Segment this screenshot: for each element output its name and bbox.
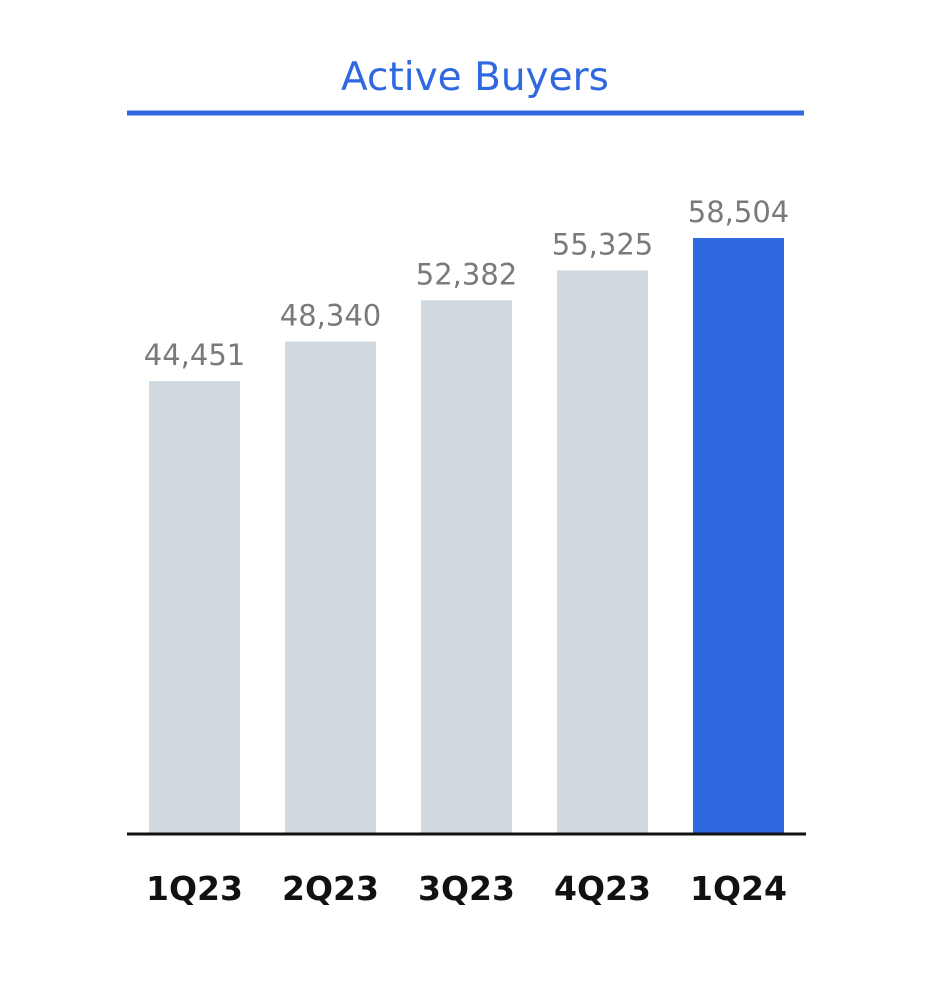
category-labels-group: 1Q23 2Q23 3Q23 4Q23 1Q24: [146, 869, 787, 908]
bar-4q23: [557, 270, 648, 834]
category-label-1q23: 1Q23: [146, 869, 243, 908]
value-label-2q23: 48,340: [280, 299, 381, 333]
value-label-1q23: 44,451: [144, 338, 245, 372]
bar-1q24: [693, 238, 784, 834]
value-labels-group: 44,451 48,340 52,382 55,325 58,504: [144, 195, 789, 372]
value-label-1q24: 58,504: [688, 195, 789, 229]
bar-2q23: [285, 341, 376, 834]
category-label-1q24: 1Q24: [690, 869, 787, 908]
bar-3q23: [421, 300, 512, 834]
value-label-3q23: 52,382: [416, 257, 517, 291]
category-label-4q23: 4Q23: [554, 869, 651, 908]
chart-title: Active Buyers: [341, 55, 609, 100]
value-label-4q23: 55,325: [552, 227, 653, 261]
category-label-2q23: 2Q23: [282, 869, 379, 908]
bars-group: [149, 238, 784, 834]
bar-1q23: [149, 381, 240, 834]
category-label-3q23: 3Q23: [418, 869, 515, 908]
